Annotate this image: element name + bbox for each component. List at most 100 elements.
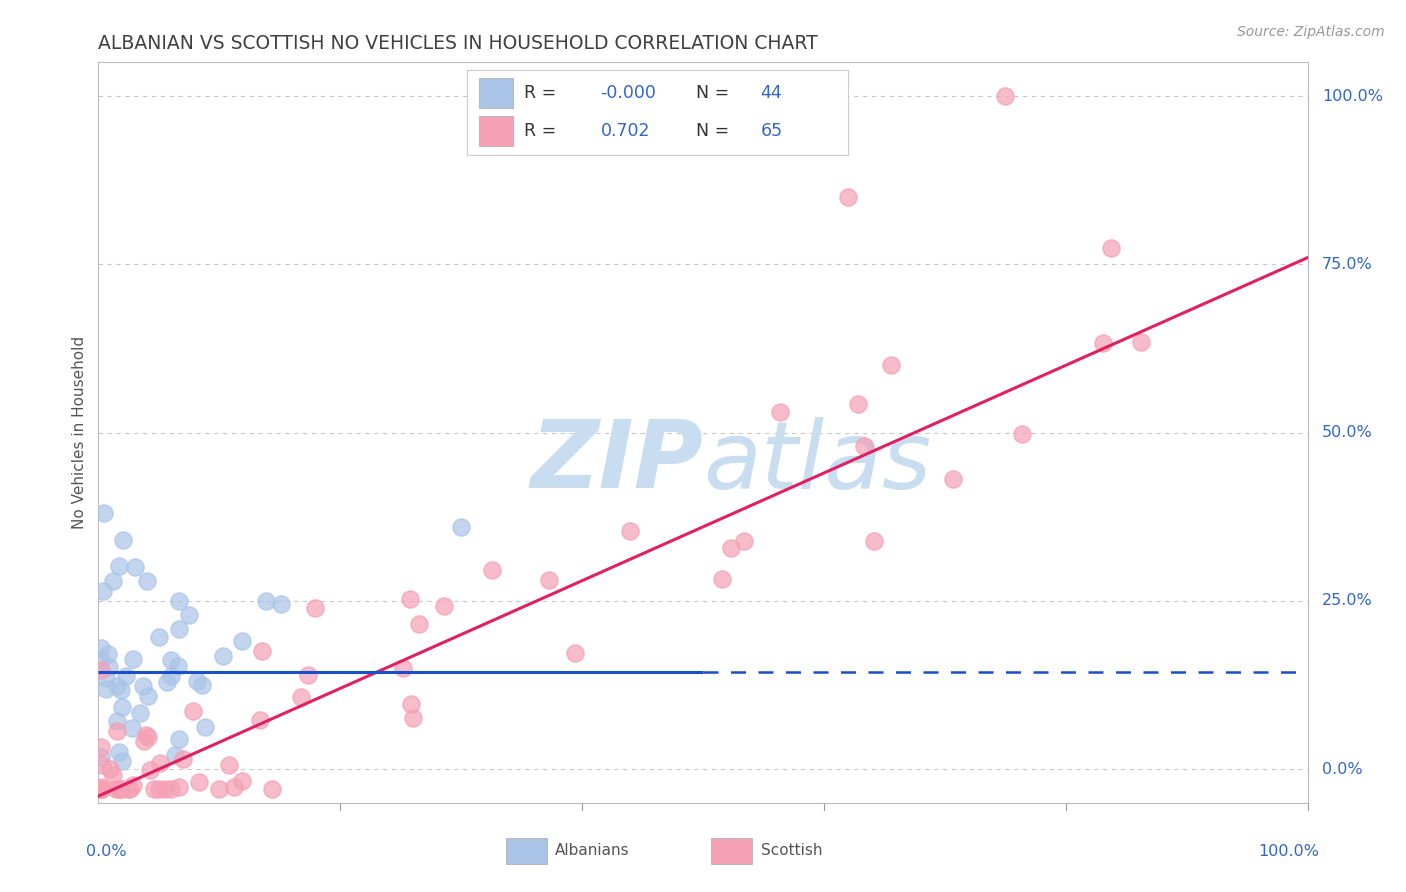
Point (107, 714, 129, 728)
Point (124, 560, 146, 574)
Point (208, 782, 231, 797)
Y-axis label: No Vehicles in Household: No Vehicles in Household (72, 336, 87, 529)
Point (304, 601, 326, 615)
Point (111, 533, 134, 548)
Point (181, 705, 204, 719)
Point (139, 764, 162, 778)
Point (290, 690, 312, 705)
Text: Source: ZipAtlas.com: Source: ZipAtlas.com (1237, 25, 1385, 39)
Point (90, 640, 112, 655)
Point (262, 782, 284, 797)
Point (1011, 427, 1033, 442)
Point (837, 190, 859, 204)
Point (105, 724, 128, 739)
Point (401, 697, 423, 711)
Point (853, 439, 876, 453)
Point (153, 782, 176, 797)
Point (172, 752, 194, 766)
Point (101, 768, 124, 782)
Point (159, 782, 181, 797)
Point (135, 574, 157, 588)
Point (148, 782, 170, 797)
Point (297, 668, 319, 682)
Point (136, 730, 159, 744)
Point (880, 358, 903, 372)
Point (101, 574, 124, 589)
Point (121, 778, 143, 792)
Text: 75.0%: 75.0% (1322, 257, 1372, 272)
Point (148, 630, 170, 644)
Point (1099, 241, 1122, 255)
Point (994, 89, 1017, 103)
Text: 100.0%: 100.0% (1322, 88, 1384, 103)
Point (115, 669, 138, 683)
Point (90, 758, 112, 772)
Point (98, 762, 121, 776)
Point (90, 782, 112, 797)
Text: 50.0%: 50.0% (1322, 425, 1372, 440)
Point (90, 653, 112, 667)
Point (169, 780, 191, 794)
Point (169, 732, 191, 747)
Point (846, 397, 869, 411)
Point (142, 782, 165, 797)
Point (564, 646, 586, 660)
Point (537, 573, 560, 587)
Point (90, 664, 112, 678)
Point (408, 617, 430, 632)
Point (135, 728, 157, 742)
Point (187, 774, 209, 789)
Point (160, 669, 183, 683)
Point (392, 661, 415, 675)
Point (177, 608, 200, 623)
Text: 25.0%: 25.0% (1322, 593, 1372, 608)
Text: ALBANIAN VS SCOTTISH NO VEHICLES IN HOUSEHOLD CORRELATION CHART: ALBANIAN VS SCOTTISH NO VEHICLES IN HOUS… (98, 34, 818, 53)
Point (136, 690, 159, 704)
Point (194, 720, 217, 734)
Point (450, 520, 472, 534)
Point (97, 660, 120, 674)
Point (108, 558, 131, 573)
Point (218, 757, 240, 772)
Point (481, 563, 503, 577)
Point (110, 782, 132, 797)
Point (167, 659, 190, 673)
Point (1130, 334, 1153, 349)
Point (129, 706, 152, 721)
Text: 0.0%: 0.0% (1322, 762, 1362, 777)
Point (91, 782, 114, 797)
Point (720, 541, 742, 556)
Point (94, 671, 117, 685)
Point (149, 756, 172, 771)
Point (121, 721, 143, 735)
Point (90, 739, 112, 754)
Point (186, 673, 208, 688)
Point (132, 679, 155, 693)
Point (402, 711, 425, 725)
Point (222, 780, 245, 794)
Point (942, 472, 965, 486)
Point (91, 584, 114, 599)
Point (254, 593, 277, 607)
Point (619, 524, 641, 539)
Text: atlas: atlas (703, 417, 931, 508)
Point (117, 782, 139, 797)
Point (156, 674, 179, 689)
Point (111, 700, 134, 714)
Point (105, 679, 128, 693)
Point (249, 713, 271, 727)
Text: 0.0%: 0.0% (86, 844, 127, 858)
Point (97, 647, 120, 661)
Point (108, 782, 131, 797)
Point (96, 681, 118, 696)
Point (90, 782, 112, 797)
Point (160, 653, 183, 667)
Point (1091, 335, 1114, 350)
Point (769, 404, 792, 418)
Text: ZIP: ZIP (530, 417, 703, 508)
Point (93, 507, 115, 521)
Point (104, 782, 127, 797)
Point (191, 678, 214, 692)
Point (231, 774, 253, 789)
Point (862, 534, 884, 549)
